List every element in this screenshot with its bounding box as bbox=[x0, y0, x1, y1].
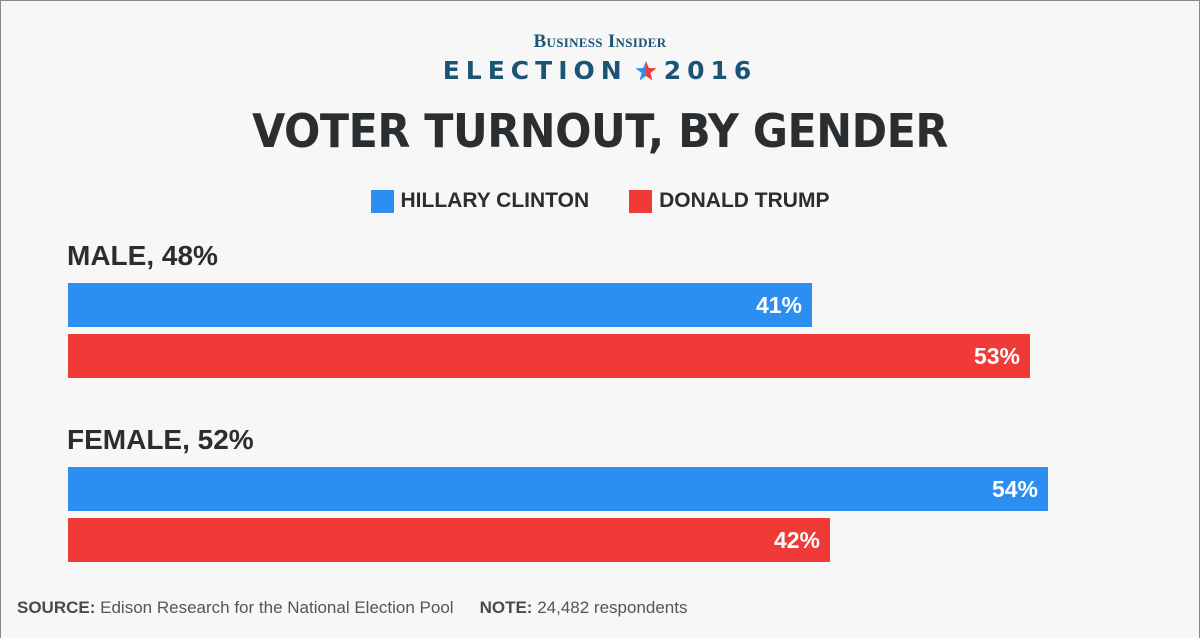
election-word: ELECTION bbox=[442, 56, 628, 85]
bar-female-trump: 42% bbox=[68, 518, 830, 562]
footer: SOURCE: Edison Research for the National… bbox=[17, 598, 688, 618]
note-label: NOTE: bbox=[479, 598, 533, 617]
respondents-note: NOTE: 24,482 respondents bbox=[480, 598, 688, 618]
chart-title: VOTER TURNOUT, BY GENDER bbox=[252, 104, 948, 158]
bar-male-trump: 53% bbox=[68, 334, 1030, 378]
group-label-female: FEMALE, 52% bbox=[67, 424, 254, 455]
bar-male-clinton: 41% bbox=[68, 283, 812, 327]
publisher-name: Business Insider bbox=[533, 31, 667, 52]
bar-female-clinton: 54% bbox=[68, 467, 1048, 511]
bar-value-label: 41% bbox=[755, 292, 802, 318]
source-label: SOURCE: bbox=[17, 598, 96, 617]
legend-swatch-clinton bbox=[370, 189, 394, 213]
bar-value-label: 53% bbox=[973, 343, 1020, 369]
group-label-male: MALE, 48% bbox=[67, 240, 218, 271]
bar-value-label: 42% bbox=[773, 527, 820, 553]
bar-value-label: 54% bbox=[991, 476, 1038, 502]
note-text: 24,482 respondents bbox=[537, 598, 688, 617]
source-note: SOURCE: Edison Research for the National… bbox=[17, 598, 454, 618]
legend-label-trump: DONALD TRUMP bbox=[659, 189, 830, 212]
source-text: Edison Research for the National Electio… bbox=[100, 598, 454, 617]
legend-swatch-trump bbox=[629, 189, 653, 213]
election-year: 2016 bbox=[663, 56, 758, 85]
legend: HILLARY CLINTON DONALD TRUMP bbox=[0, 189, 1200, 213]
legend-label-clinton: HILLARY CLINTON bbox=[400, 189, 590, 212]
legend-item-trump: DONALD TRUMP bbox=[629, 189, 829, 213]
legend-item-clinton: HILLARY CLINTON bbox=[370, 189, 590, 213]
star-icon bbox=[635, 60, 657, 80]
election-logo: ELECTION 2016 bbox=[0, 56, 1200, 85]
